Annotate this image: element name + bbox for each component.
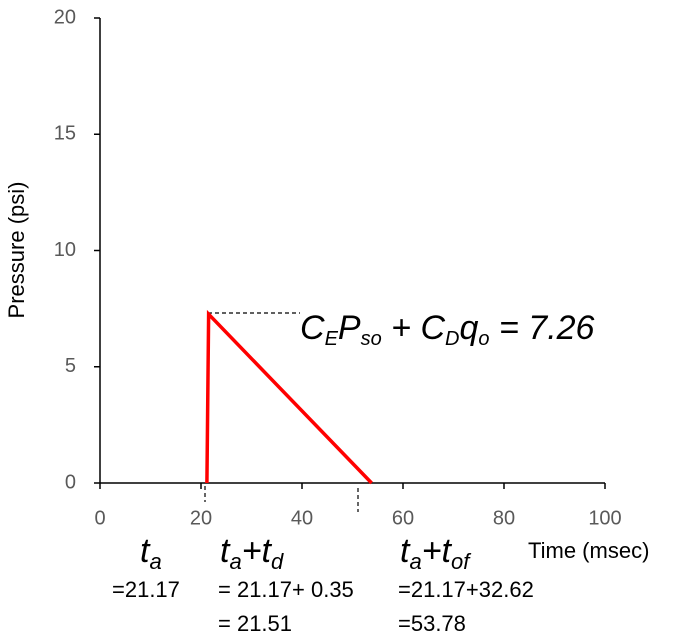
y-tick-label: 15 (54, 123, 76, 145)
x-tick-label: 40 (291, 507, 313, 529)
annotation-part: a (229, 549, 241, 574)
annotation-line: =21.17+32.62 (398, 577, 534, 602)
annotation-part: of (451, 549, 472, 574)
y-axis-label: Pressure (psi) (4, 182, 29, 319)
annotation: ta+td (220, 532, 284, 574)
annotation-part: C (300, 309, 325, 347)
annotation: CEPso + CDqo = 7.26 (300, 309, 595, 350)
annotation-part: t (140, 532, 151, 570)
x-tick-label: 100 (588, 507, 621, 529)
x-tick-label: 60 (392, 507, 414, 529)
annotation-part: +t (242, 532, 273, 570)
annotation-part: P (338, 309, 361, 347)
annotation-part: E (325, 328, 339, 350)
annotation-line: =21.17 (112, 577, 180, 602)
annotation-part: + C (382, 309, 446, 347)
annotation-part: = 7.26 (490, 309, 595, 347)
x-tick-label: 80 (493, 507, 515, 529)
annotation-part: a (149, 549, 161, 574)
annotation: ta (140, 532, 162, 574)
y-tick-label: 5 (65, 355, 76, 377)
annotation-part: o (478, 328, 489, 350)
annotation-part: +t (422, 532, 453, 570)
series-line (205, 309, 373, 485)
y-tick-label: 10 (54, 239, 76, 261)
annotation-part: a (409, 549, 421, 574)
annotation-part: d (271, 549, 284, 574)
annotation-part: so (361, 328, 382, 350)
annotation-line: =53.78 (398, 611, 466, 636)
annotation-part: D (445, 328, 459, 350)
x-tick-label: 20 (190, 507, 212, 529)
x-axis-label: Time (msec) (528, 538, 649, 563)
annotation: ta+tof (400, 532, 472, 574)
y-tick-label: 0 (65, 471, 76, 493)
annotation-line: = 21.51 (218, 611, 292, 636)
y-tick-label: 20 (54, 6, 76, 28)
annotation-part: t (400, 532, 411, 570)
x-tick-label: 0 (94, 507, 105, 529)
annotation-part: q (459, 309, 478, 347)
annotation-line: = 21.17+ 0.35 (218, 577, 354, 602)
annotation-part: t (220, 532, 231, 570)
